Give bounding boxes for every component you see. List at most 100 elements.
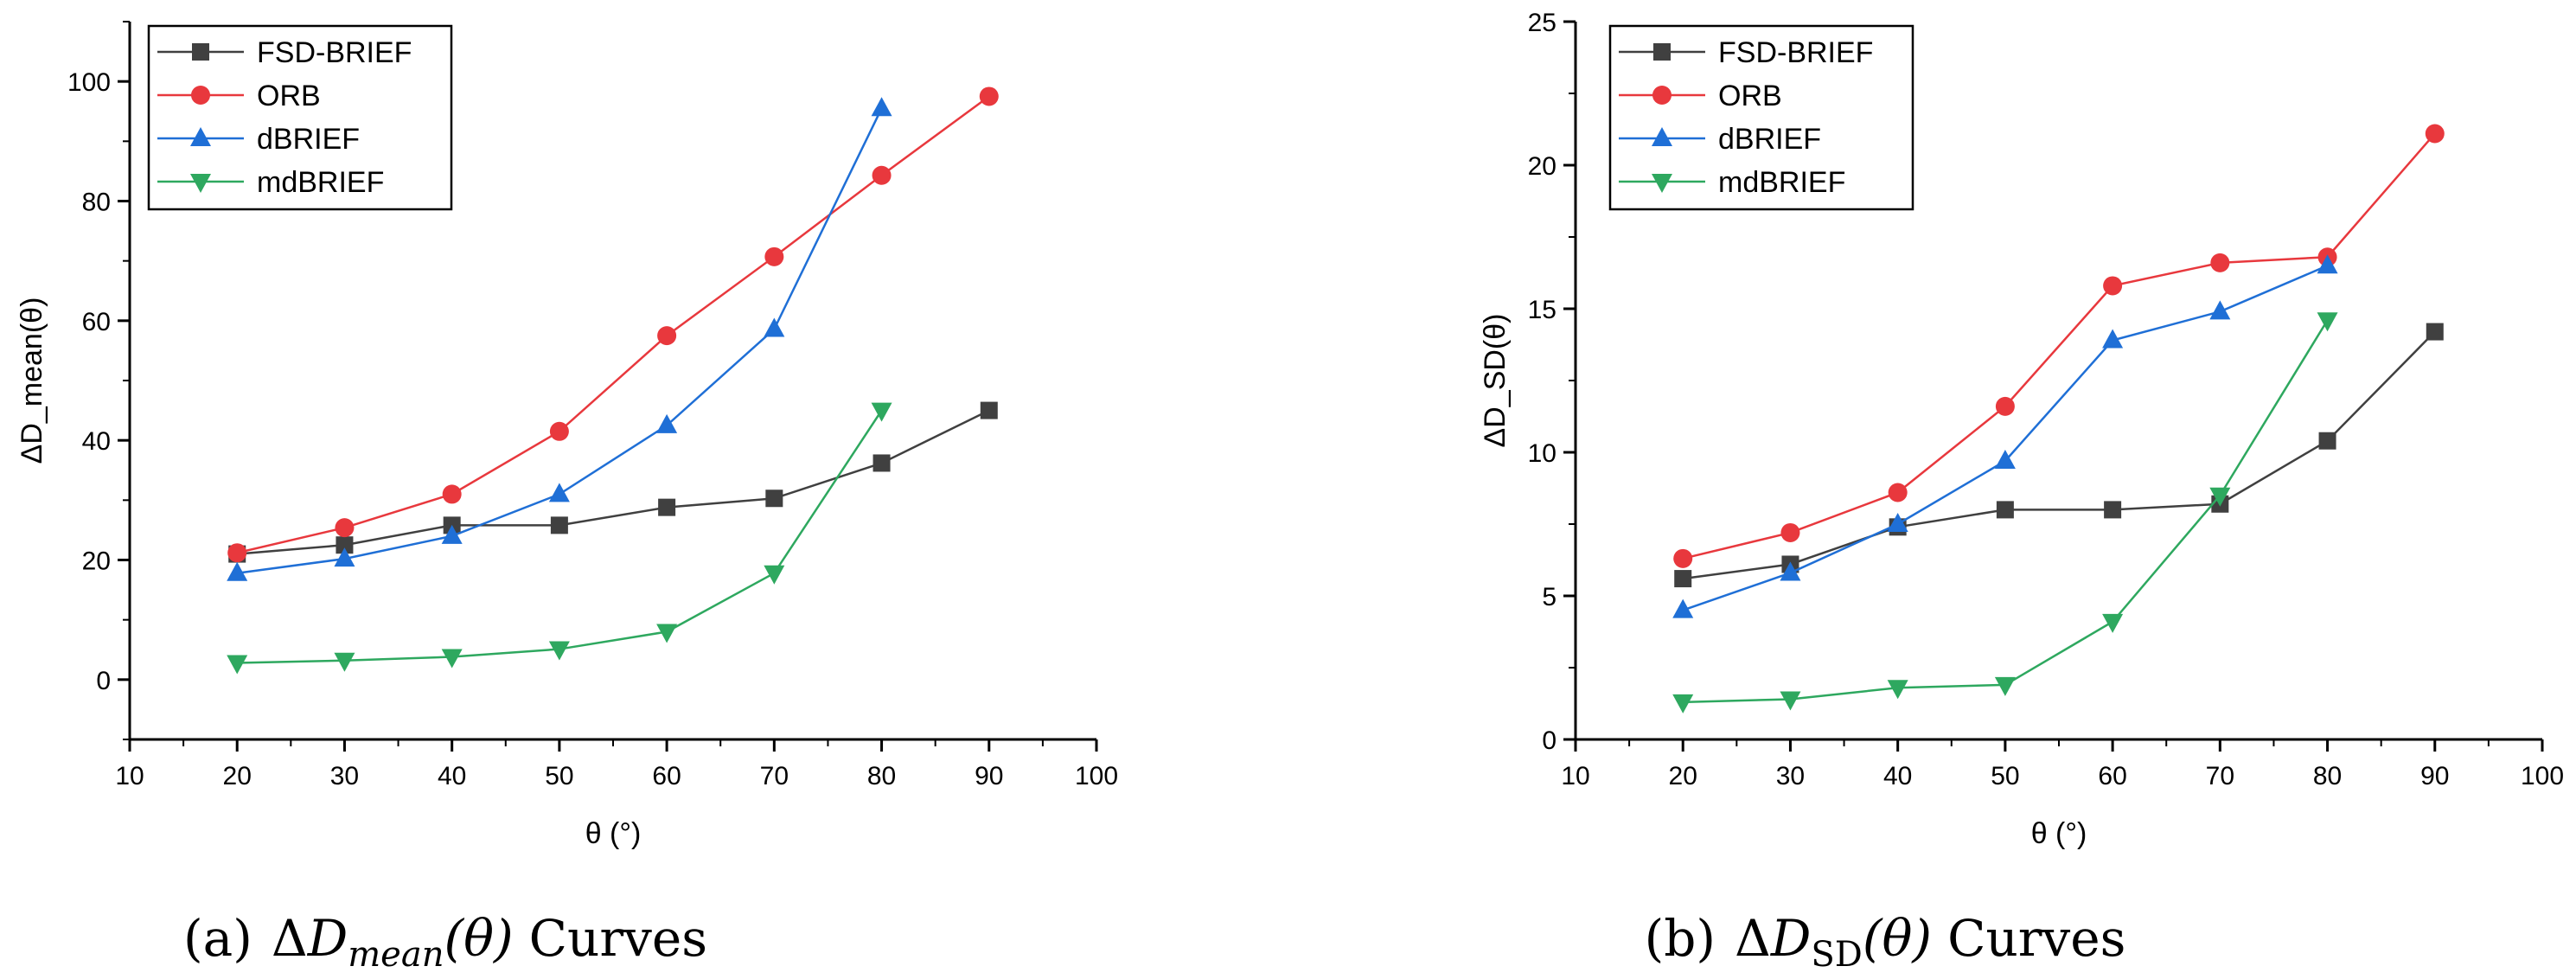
data-point: [2209, 487, 2231, 507]
data-point: [550, 516, 568, 534]
data-point: [1674, 570, 1692, 588]
legend-label: ORB: [1718, 80, 1782, 112]
legend: FSD-BRIEF ORB dBRIEF mdBRIEF: [147, 24, 453, 211]
data-point: [1673, 548, 1693, 568]
legend-marker: [1652, 174, 1672, 193]
caption-b-suffix: Curves: [1947, 909, 2125, 968]
caption-a-prefix: (a): [183, 909, 252, 968]
y-tick-label: 80: [82, 189, 111, 217]
data-point: [2210, 253, 2230, 272]
data-point: [871, 97, 892, 117]
legend-marker: [190, 174, 211, 193]
series-line: [1682, 132, 2436, 560]
x-tick-label: 20: [1669, 762, 1697, 790]
series-line: [236, 95, 990, 554]
x-tick-label: 10: [115, 762, 144, 790]
y-tick-label: 10: [1528, 439, 1556, 468]
caption-b-arg: (θ): [1863, 909, 1932, 968]
data-point: [764, 246, 784, 266]
data-point: [2209, 300, 2231, 320]
y-tick-label: 60: [82, 308, 111, 336]
caption-a: (a) ΔDmean(θ) Curves: [183, 909, 707, 975]
chart-panel-a: 10 20 30 40 50 60 70 80 90 100 0 20 40 60 80 100 θ (°) ΔD…: [16, 21, 1118, 850]
data-point: [980, 401, 998, 419]
x-tick-label: 30: [330, 762, 359, 790]
data-point: [2104, 501, 2122, 519]
legend-marker: [1652, 86, 1672, 105]
data-point: [441, 649, 463, 669]
legend-label: dBRIEF: [257, 123, 360, 156]
data-point: [2102, 329, 2124, 349]
data-point: [872, 165, 892, 185]
x-tick-label: 40: [438, 762, 466, 790]
y-tick-label: 5: [1542, 583, 1556, 611]
x-tick-label: 80: [867, 762, 896, 790]
y-axis-label: ΔD_mean(θ): [16, 298, 48, 464]
data-point: [1888, 483, 1908, 502]
caption-b-var: D: [1770, 909, 1812, 968]
data-point: [1672, 598, 1694, 618]
y-tick-label: 25: [1528, 9, 1556, 37]
caption-a-arg: (θ): [444, 909, 513, 968]
data-point: [2317, 312, 2338, 332]
y-tick-label: 100: [67, 68, 111, 97]
data-point: [656, 413, 678, 433]
data-point: [1780, 561, 1801, 581]
legend-marker: [191, 86, 210, 105]
x-tick-label: 10: [1561, 762, 1589, 790]
caption-a-var: D: [307, 909, 348, 968]
y-axis-label: ΔD_SD(θ): [1479, 314, 1512, 448]
data-point: [2318, 432, 2336, 450]
caption-a-delta: Δ: [272, 909, 308, 968]
series-dbrief: [227, 97, 892, 581]
legend-marker: [1652, 127, 1672, 146]
x-tick-label: 50: [1991, 762, 2019, 790]
data-point: [2426, 323, 2444, 341]
x-tick-label: 100: [2521, 762, 2564, 790]
data-point: [1996, 501, 2014, 519]
data-point: [1887, 680, 1908, 700]
data-point: [1994, 676, 2016, 696]
x-axis-label: θ (°): [2031, 817, 2087, 850]
data-point: [657, 326, 677, 346]
caption-b-prefix: (b): [1645, 909, 1716, 968]
y-tick-label: 20: [1528, 152, 1556, 181]
y-tick-label: 0: [96, 667, 111, 695]
data-point: [658, 498, 676, 516]
data-point: [979, 86, 999, 106]
caption-a-sub: mean: [348, 935, 444, 975]
x-tick-label: 60: [2098, 762, 2126, 790]
data-point: [2317, 254, 2338, 274]
series-mdbrief: [1672, 312, 2338, 713]
data-point: [227, 655, 248, 675]
data-point: [2425, 124, 2445, 144]
data-point: [227, 543, 247, 563]
data-point: [1672, 694, 1694, 713]
caption-b: (b) ΔDSD(θ) Curves: [1645, 909, 2126, 975]
x-tick-label: 70: [760, 762, 789, 790]
legend-label: mdBRIEF: [257, 166, 384, 199]
data-point: [227, 561, 248, 581]
data-point: [1780, 691, 1801, 711]
caption-b-delta: Δ: [1735, 909, 1771, 968]
data-point: [442, 484, 462, 504]
data-point: [764, 317, 785, 337]
data-point: [2103, 276, 2123, 296]
legend-label: FSD-BRIEF: [1718, 36, 1873, 69]
series-orb: [227, 86, 999, 563]
y-tick-label: 40: [82, 427, 111, 456]
data-point: [1780, 522, 1800, 542]
legend: FSD-BRIEF ORB dBRIEF mdBRIEF: [1608, 24, 1914, 211]
legend-label: dBRIEF: [1718, 123, 1821, 156]
y-tick-label: 0: [1542, 726, 1556, 755]
data-point: [2102, 613, 2124, 633]
x-tick-label: 60: [652, 762, 681, 790]
legend-marker: [192, 43, 209, 61]
data-point: [765, 490, 783, 508]
x-tick-label: 50: [545, 762, 573, 790]
x-tick-label: 30: [1776, 762, 1805, 790]
data-point: [873, 454, 891, 472]
x-tick-label: 90: [975, 762, 1003, 790]
data-point: [334, 652, 355, 672]
